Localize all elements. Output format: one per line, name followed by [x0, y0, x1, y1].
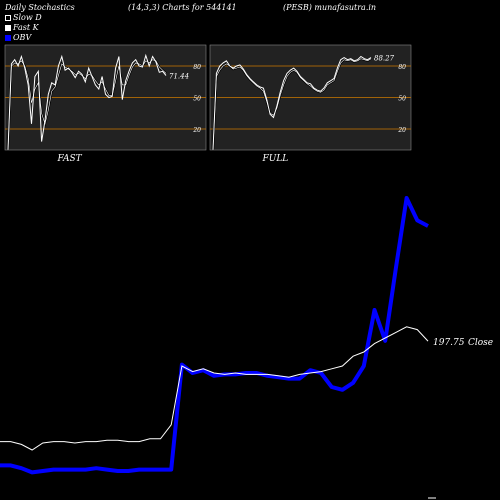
full-panel-title: FULL [262, 154, 289, 164]
main-series-obv [0, 196, 429, 475]
full-tick-label-50: 50 [398, 96, 406, 103]
main-series-close [0, 326, 429, 451]
main-last-value-label: 197.75 [433, 338, 465, 348]
legend-label-slow-d: Slow D [13, 13, 42, 22]
fast-tick-label-50: 50 [193, 96, 201, 103]
chart-symbol: (PESB) munafasutra.in [283, 3, 377, 12]
legend-label-fast-k: Fast K [13, 23, 39, 32]
legend-swatch-fast-k [5, 24, 11, 31]
fast-panel-title: FAST [57, 154, 83, 164]
fast-last-value-label: 71.44 [169, 72, 189, 80]
fast-tick-label-20: 20 [192, 127, 201, 134]
fast-series-fast-k [7, 53, 167, 151]
legend-swatch-obv [5, 34, 11, 41]
legend-label-obv: OBV [13, 33, 32, 42]
full-series-fast-k [212, 55, 372, 151]
legend-obv: OBV [5, 33, 31, 42]
chart-params: (14,3,3) Charts for 544141 [128, 3, 237, 12]
full-series-slow-d-edge [212, 58, 372, 151]
legend-slow-d: Slow D [5, 13, 42, 22]
chart-title: Daily Stochastics [5, 3, 75, 12]
legend-swatch-slow-d [5, 14, 11, 21]
full-tick-label-20: 20 [397, 127, 406, 134]
fast-tick-label-80: 80 [193, 64, 201, 71]
main-close-label: Close [468, 338, 493, 348]
full-last-value-label: 88.27 [374, 55, 395, 63]
full-tick-label-80: 80 [398, 64, 406, 71]
legend-fast-k: Fast K [5, 23, 39, 32]
